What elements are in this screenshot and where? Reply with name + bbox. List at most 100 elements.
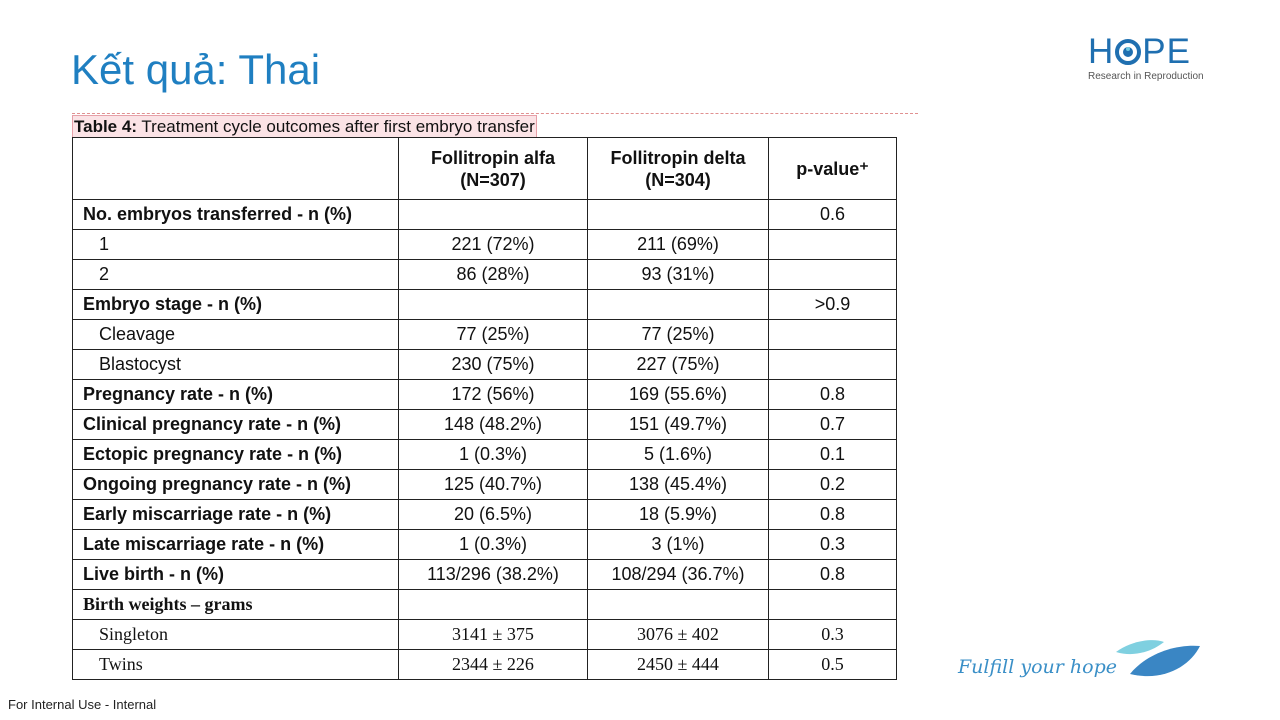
cell-delta: 2450 ± 444 <box>587 649 769 680</box>
header-follitropin-delta: Follitropin delta (N=304) <box>587 137 769 200</box>
cell-delta: 77 (25%) <box>587 319 769 350</box>
row-label: Blastocyst <box>72 349 399 380</box>
cell-delta: 138 (45.4%) <box>587 469 769 500</box>
row-label: Ongoing pregnancy rate - n (%) <box>72 469 399 500</box>
cell-p-value: 0.6 <box>768 199 897 230</box>
cell-alfa: 113/296 (38.2%) <box>398 559 588 590</box>
cell-alfa: 2344 ± 226 <box>398 649 588 680</box>
cell-delta: 169 (55.6%) <box>587 379 769 410</box>
table-row: Early miscarriage rate - n (%) 20 (6.5%) 1… <box>72 499 897 530</box>
row-label: Pregnancy rate - n (%) <box>72 379 399 410</box>
table-row: Pregnancy rate - n (%) 172 (56%) 169 (55.6… <box>72 379 897 410</box>
row-label: Embryo stage - n (%) <box>72 289 399 320</box>
cell-alfa: 148 (48.2%) <box>398 409 588 440</box>
row-label: Early miscarriage rate - n (%) <box>72 499 399 530</box>
cell-delta: 3 (1%) <box>587 529 769 560</box>
cell-p-value <box>768 589 897 620</box>
cell-delta: 227 (75%) <box>587 349 769 380</box>
logo-letter-h: H <box>1088 32 1115 71</box>
table-row: Clinical pregnancy rate - n (%) 148 (48.2… <box>72 409 897 440</box>
row-label: Birth weights – grams <box>72 589 399 620</box>
table-caption: Table 4: Treatment cycle outcomes after … <box>72 115 537 138</box>
table-header-row: Follitropin alfa (N=307) Follitropin delt… <box>72 137 897 200</box>
logo-subtitle: Research in Reproduction <box>1088 71 1204 82</box>
caption-text: Treatment cycle outcomes after first emb… <box>136 117 535 136</box>
header-p-value: p-value⁺ <box>768 137 897 200</box>
row-label: Cleavage <box>72 319 399 350</box>
table-row: Twins 2344 ± 226 2450 ± 444 0.5 <box>72 649 897 680</box>
cell-alfa: 3141 ± 375 <box>398 619 588 650</box>
cell-delta: 3076 ± 402 <box>587 619 769 650</box>
footer-classification: For Internal Use - Internal <box>8 697 157 712</box>
cell-p-value: 0.3 <box>768 529 897 560</box>
row-label: 1 <box>72 229 399 260</box>
table-row: 1 221 (72%) 211 (69%) <box>72 229 897 260</box>
cell-delta: 18 (5.9%) <box>587 499 769 530</box>
cell-p-value: 0.2 <box>768 469 897 500</box>
cell-delta <box>587 589 769 620</box>
slogan: Fulfill your hope <box>958 656 1117 678</box>
cell-alfa: 86 (28%) <box>398 259 588 290</box>
table-row: Embryo stage - n (%) >0.9 <box>72 289 897 320</box>
cell-alfa: 172 (56%) <box>398 379 588 410</box>
table-row: Live birth - n (%) 113/296 (38.2%) 108/294… <box>72 559 897 590</box>
cell-p-value: 0.3 <box>768 619 897 650</box>
row-label: Ectopic pregnancy rate - n (%) <box>72 439 399 470</box>
row-label: No. embryos transferred - n (%) <box>72 199 399 230</box>
dashed-divider <box>72 113 918 114</box>
row-label: Late miscarriage rate - n (%) <box>72 529 399 560</box>
cell-alfa: 125 (40.7%) <box>398 469 588 500</box>
table-row: Ongoing pregnancy rate - n (%) 125 (40.7%… <box>72 469 897 500</box>
table-row: Singleton 3141 ± 375 3076 ± 402 0.3 <box>72 619 897 650</box>
cell-alfa <box>398 589 588 620</box>
row-label: Live birth - n (%) <box>72 559 399 590</box>
row-label: 2 <box>72 259 399 290</box>
cell-p-value: >0.9 <box>768 289 897 320</box>
cell-p-value: 0.8 <box>768 499 897 530</box>
cell-alfa: 1 (0.3%) <box>398 529 588 560</box>
cell-p-value: 0.8 <box>768 559 897 590</box>
cell-p-value <box>768 229 897 260</box>
table-row: Late miscarriage rate - n (%) 1 (0.3%) 3 (… <box>72 529 897 560</box>
cell-delta: 5 (1.6%) <box>587 439 769 470</box>
leaf-light <box>1116 640 1164 655</box>
cell-alfa <box>398 289 588 320</box>
row-label: Twins <box>72 649 399 680</box>
slide-title: Kết quả: Thai <box>71 46 321 93</box>
cell-alfa: 77 (25%) <box>398 319 588 350</box>
row-label: Singleton <box>72 619 399 650</box>
outcomes-table: Follitropin alfa (N=307) Follitropin delt… <box>72 137 897 680</box>
table-row: Birth weights – grams <box>72 589 897 620</box>
caption-label: Table 4: <box>74 117 137 136</box>
table-row: Blastocyst 230 (75%) 227 (75%) <box>72 349 897 380</box>
table-row: Ectopic pregnancy rate - n (%) 1 (0.3%) 5 … <box>72 439 897 470</box>
table-row: 2 86 (28%) 93 (31%) <box>72 259 897 290</box>
hope-logo: H PE Research in Reproduction <box>1088 32 1204 83</box>
eye-o-icon <box>1115 39 1142 65</box>
cell-p-value <box>768 349 897 380</box>
cell-p-value <box>768 259 897 290</box>
cell-alfa <box>398 199 588 230</box>
logo-letters-pe: PE <box>1142 32 1191 71</box>
cell-p-value: 0.8 <box>768 379 897 410</box>
header-empty <box>72 137 399 200</box>
table-row: No. embryos transferred - n (%) 0.6 <box>72 199 897 230</box>
row-label: Clinical pregnancy rate - n (%) <box>72 409 399 440</box>
cell-delta: 108/294 (36.7%) <box>587 559 769 590</box>
cell-alfa: 1 (0.3%) <box>398 439 588 470</box>
leaves-icon <box>1116 640 1200 677</box>
cell-alfa: 221 (72%) <box>398 229 588 260</box>
cell-delta: 151 (49.7%) <box>587 409 769 440</box>
cell-delta <box>587 289 769 320</box>
cell-delta: 93 (31%) <box>587 259 769 290</box>
cell-alfa: 230 (75%) <box>398 349 588 380</box>
cell-p-value: 0.5 <box>768 649 897 680</box>
table-row: Cleavage 77 (25%) 77 (25%) <box>72 319 897 350</box>
cell-delta <box>587 199 769 230</box>
header-follitropin-alfa: Follitropin alfa (N=307) <box>398 137 588 200</box>
leaf-dark <box>1130 645 1200 677</box>
cell-p-value: 0.7 <box>768 409 897 440</box>
cell-alfa: 20 (6.5%) <box>398 499 588 530</box>
cell-p-value <box>768 319 897 350</box>
cell-delta: 211 (69%) <box>587 229 769 260</box>
